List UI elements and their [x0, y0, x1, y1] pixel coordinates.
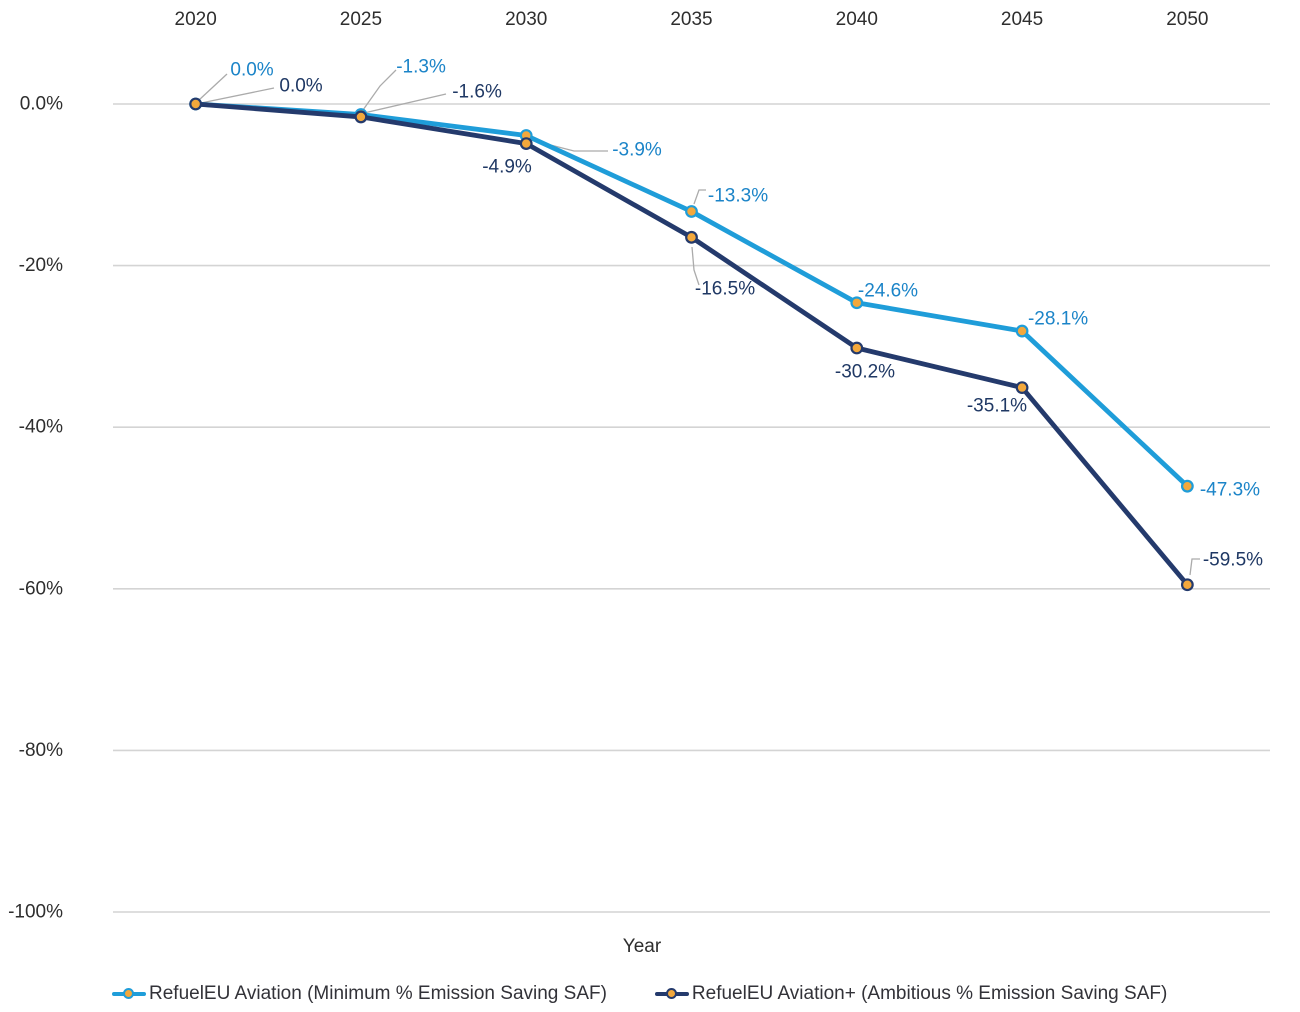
data-point-label: -59.5% — [1203, 549, 1263, 570]
y-tick-label: -20% — [19, 255, 63, 276]
data-point-marker[interactable] — [1180, 479, 1194, 493]
data-point-label: 0.0% — [279, 76, 322, 97]
x-tick-label: 2035 — [670, 9, 712, 30]
label-leader-line — [1189, 558, 1200, 576]
data-point-marker[interactable] — [1015, 324, 1029, 338]
legend-line-marker-icon — [654, 988, 689, 1000]
y-tick-label: 0.0% — [20, 94, 63, 115]
data-point-label: -28.1% — [1028, 308, 1088, 329]
data-point-marker[interactable] — [1180, 578, 1194, 592]
x-axis-title: Year — [622, 936, 662, 957]
x-tick-label: 2025 — [340, 9, 382, 30]
data-point-marker[interactable] — [519, 137, 533, 150]
x-tick-label: 2030 — [505, 9, 547, 30]
data-point-label: 0.0% — [230, 60, 273, 81]
label-leader-line — [362, 69, 397, 111]
legend-item-refueleu-aviation-minimum[interactable]: RefuelEU Aviation (Minimum % Emission Sa… — [112, 983, 607, 1005]
label-leader-line — [363, 93, 447, 114]
legend-line-marker-icon — [112, 988, 146, 1000]
data-point-label: -4.9% — [482, 156, 532, 177]
y-tick-label: -100% — [8, 902, 63, 923]
series-line-0[interactable] — [193, 101, 1190, 489]
y-tick-label: -40% — [19, 417, 63, 438]
data-point-marker[interactable] — [685, 230, 698, 244]
data-point-marker[interactable] — [189, 97, 203, 111]
x-tick-label: 2040 — [836, 9, 878, 30]
label-leader-line — [693, 189, 706, 205]
legend-item-label: RefuelEU Aviation+ (Ambitious % Emission… — [691, 983, 1168, 1004]
data-point-label: -16.5% — [695, 279, 755, 300]
label-leader-line — [691, 246, 700, 286]
data-point-label: -13.3% — [708, 185, 768, 206]
label-leader-line — [200, 87, 275, 104]
data-point-label: -30.2% — [835, 362, 895, 383]
data-point-label: -3.9% — [612, 140, 662, 161]
data-point-label: -47.3% — [1200, 479, 1260, 500]
data-point-label: -1.3% — [396, 57, 446, 78]
data-point-marker[interactable] — [685, 205, 698, 218]
data-point-marker[interactable] — [850, 296, 864, 310]
legend-item-label: RefuelEU Aviation (Minimum % Emission Sa… — [149, 983, 607, 1004]
legend-item-refueleu-aviation-plus-ambitious[interactable]: RefuelEU Aviation+ (Ambitious % Emission… — [654, 983, 1168, 1005]
data-point-marker[interactable] — [1015, 381, 1029, 395]
x-tick-label: 2045 — [1001, 9, 1043, 30]
data-point-label: -24.6% — [858, 280, 918, 301]
data-point-label: -1.6% — [452, 82, 502, 103]
x-tick-label: 2050 — [1166, 9, 1208, 30]
data-point-marker[interactable] — [354, 110, 368, 124]
data-point-marker[interactable] — [850, 341, 864, 355]
data-point-label: -35.1% — [967, 396, 1027, 417]
label-leader-line — [198, 73, 228, 101]
chart-legend: RefuelEU Aviation (Minimum % Emission Sa… — [112, 983, 1167, 1005]
y-tick-label: -60% — [19, 578, 63, 599]
y-tick-label: -80% — [19, 740, 63, 761]
x-tick-label: 2020 — [175, 9, 217, 30]
